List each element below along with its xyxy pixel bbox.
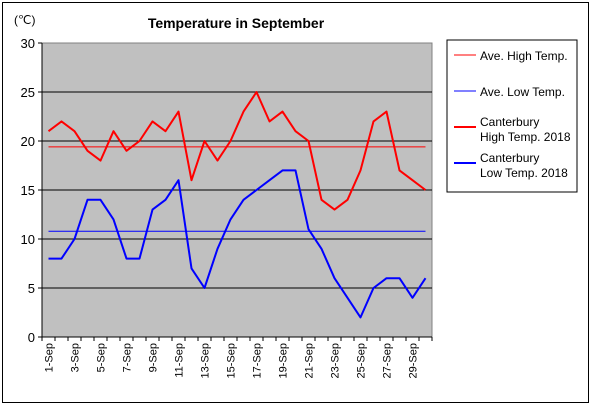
series-line-2	[47, 91, 427, 211]
x-tick-label: 21-Sep	[304, 343, 316, 378]
y-tick-label-20: 20	[21, 134, 35, 149]
x-tick-labels: 1-Sep 3-Sep 5-Sep 7-Sep 9-Sep 11-Sep 13-Sep 15-…	[44, 343, 420, 378]
x-tick-label: 15-Sep	[226, 343, 238, 378]
x-tick-label: 13-Sep	[200, 343, 212, 378]
legend-label-2: Canterbury	[480, 115, 539, 129]
plot-area	[38, 42, 433, 341]
x-tick-label: 29-Sep	[408, 343, 420, 378]
x-tick-label: 23-Sep	[330, 343, 342, 378]
legend-label-0: Ave. High Temp.	[480, 49, 568, 63]
y-tick-labels: 0 5 10 15 20 25 30	[21, 36, 35, 345]
y-tick-label-15: 15	[21, 183, 35, 198]
y-axis-unit: (℃)	[14, 13, 35, 27]
x-tick-label: 19-Sep	[278, 343, 290, 378]
x-tick-label: 27-Sep	[382, 343, 394, 378]
y-tick-label-5: 5	[28, 281, 35, 296]
legend-label-3: Low Temp. 2018	[480, 166, 568, 180]
y-tick-label-0: 0	[28, 330, 35, 345]
series-line-3	[48, 169, 427, 319]
y-tick-label-10: 10	[21, 232, 35, 247]
x-tick-label: 9-Sep	[148, 343, 160, 372]
x-tick-label: 7-Sep	[122, 343, 134, 372]
legend-label-2: High Temp. 2018	[480, 130, 571, 144]
x-tick-label: 17-Sep	[252, 343, 264, 378]
x-tick-label: 11-Sep	[174, 343, 186, 378]
legend-label-1: Ave. Low Temp.	[480, 85, 565, 99]
x-tick-label: 3-Sep	[70, 343, 82, 372]
legend-label-3: Canterbury	[480, 151, 539, 165]
series-lines	[47, 91, 427, 319]
x-tick-label: 5-Sep	[96, 343, 108, 372]
legend-box	[446, 39, 578, 193]
chart-title: Temperature in September	[148, 15, 325, 31]
x-tick-label: 1-Sep	[44, 343, 56, 372]
legend: Ave. High Temp.Ave. Low Temp.CanterburyH…	[446, 39, 578, 193]
x-tick-label: 25-Sep	[356, 343, 368, 378]
y-tick-label-30: 30	[21, 36, 35, 51]
y-tick-label-25: 25	[21, 85, 35, 100]
